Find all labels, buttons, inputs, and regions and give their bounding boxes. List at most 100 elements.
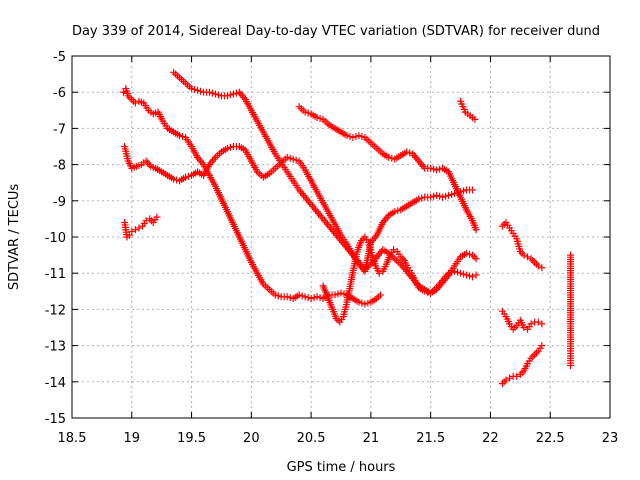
data-point bbox=[506, 374, 514, 382]
data-point bbox=[427, 164, 435, 172]
y-tick-label: -10 bbox=[45, 231, 66, 246]
data-point bbox=[119, 88, 127, 96]
data-point-interp bbox=[358, 299, 366, 307]
data-point-interp bbox=[352, 133, 360, 141]
data-point bbox=[307, 295, 315, 303]
data-point bbox=[128, 95, 136, 103]
data-point-interp bbox=[304, 294, 312, 302]
data-point-interp bbox=[232, 89, 240, 97]
data-point bbox=[146, 215, 154, 223]
data-point bbox=[355, 298, 363, 306]
data-point bbox=[433, 166, 441, 174]
data-point-interp bbox=[529, 257, 537, 265]
data-point bbox=[295, 291, 303, 299]
data-point bbox=[313, 114, 321, 122]
data-point-interp bbox=[298, 292, 306, 300]
data-point bbox=[502, 376, 510, 384]
data-point bbox=[527, 320, 535, 328]
data-point bbox=[131, 226, 139, 234]
series-track-h bbox=[498, 219, 546, 272]
data-point bbox=[520, 251, 528, 259]
data-point bbox=[153, 213, 161, 221]
data-point-interp bbox=[448, 190, 456, 198]
y-axis-title: SDTVAR / TECUs bbox=[7, 184, 22, 291]
data-point-interp bbox=[334, 290, 342, 298]
series-track-g bbox=[457, 97, 479, 123]
data-point-interp bbox=[532, 260, 540, 268]
data-point-interp bbox=[454, 268, 462, 276]
plot-frame bbox=[71, 55, 611, 419]
data-point-interp bbox=[424, 288, 432, 296]
data-point bbox=[531, 351, 539, 359]
data-point-interp bbox=[442, 192, 450, 200]
y-tick-label: -9 bbox=[53, 195, 66, 210]
data-point-interp bbox=[316, 114, 324, 122]
series-track-d bbox=[295, 103, 480, 234]
data-point bbox=[125, 231, 133, 239]
data-point bbox=[375, 269, 383, 277]
data-point bbox=[376, 291, 384, 299]
data-point bbox=[205, 88, 213, 96]
data-point bbox=[463, 249, 471, 257]
axis-ticks: 18.5 19 19.5 20 20.5 21 21.5 22 22.5 23 -15 -14 -13 -… bbox=[45, 50, 619, 446]
x-tick-label: 23 bbox=[602, 431, 619, 446]
data-point-interp bbox=[418, 194, 426, 202]
data-point bbox=[469, 186, 477, 194]
y-tick-label: -7 bbox=[53, 122, 66, 137]
data-point bbox=[471, 115, 479, 123]
data-point bbox=[427, 193, 435, 201]
data-point-interp bbox=[460, 270, 468, 278]
data-point-interp bbox=[364, 299, 372, 307]
y-tick-label: -14 bbox=[45, 376, 66, 391]
data-point-interp bbox=[430, 192, 438, 200]
data-point bbox=[188, 85, 196, 93]
y-tick-label: -12 bbox=[45, 303, 66, 318]
data-point bbox=[531, 258, 539, 266]
data-point-interp bbox=[185, 172, 193, 180]
data-point bbox=[527, 255, 535, 263]
data-point bbox=[289, 155, 297, 163]
data-point bbox=[516, 371, 524, 379]
data-point bbox=[343, 132, 351, 140]
data-point bbox=[534, 318, 542, 326]
data-point bbox=[301, 293, 309, 301]
data-point bbox=[176, 132, 184, 140]
data-point bbox=[451, 267, 459, 275]
data-point bbox=[223, 92, 231, 100]
data-point bbox=[520, 324, 528, 331]
data-points bbox=[119, 68, 575, 388]
data-point-interp bbox=[394, 207, 402, 215]
data-point bbox=[390, 246, 398, 254]
data-point-interp bbox=[529, 352, 537, 360]
data-point-interp bbox=[179, 133, 187, 141]
data-point bbox=[415, 195, 423, 203]
data-point-interp bbox=[346, 133, 354, 141]
series-track-b bbox=[170, 68, 477, 275]
data-point bbox=[170, 175, 178, 183]
data-point bbox=[534, 262, 542, 270]
data-point-interp bbox=[358, 133, 366, 141]
data-point-interp bbox=[148, 217, 156, 225]
x-tick-label: 20.5 bbox=[297, 431, 326, 446]
data-point-interp bbox=[310, 294, 318, 302]
data-point bbox=[472, 255, 480, 263]
x-tick-label: 22 bbox=[482, 431, 499, 446]
data-point bbox=[463, 271, 471, 279]
x-tick-label: 21.5 bbox=[416, 431, 445, 446]
data-point bbox=[469, 273, 477, 281]
data-point bbox=[524, 253, 532, 261]
x-axis-title: GPS time / hours bbox=[287, 460, 396, 475]
y-tick-label: -5 bbox=[53, 50, 66, 65]
data-point-interp bbox=[274, 292, 282, 300]
data-point-interp bbox=[436, 192, 444, 200]
data-point bbox=[472, 271, 480, 279]
data-point-interp bbox=[460, 187, 468, 195]
data-point bbox=[283, 293, 291, 301]
y-tick-label: -8 bbox=[53, 159, 66, 174]
data-point-interp bbox=[340, 290, 348, 298]
data-point bbox=[421, 287, 429, 295]
data-point bbox=[361, 300, 369, 308]
series-track-i bbox=[498, 307, 546, 333]
data-point bbox=[445, 269, 453, 277]
